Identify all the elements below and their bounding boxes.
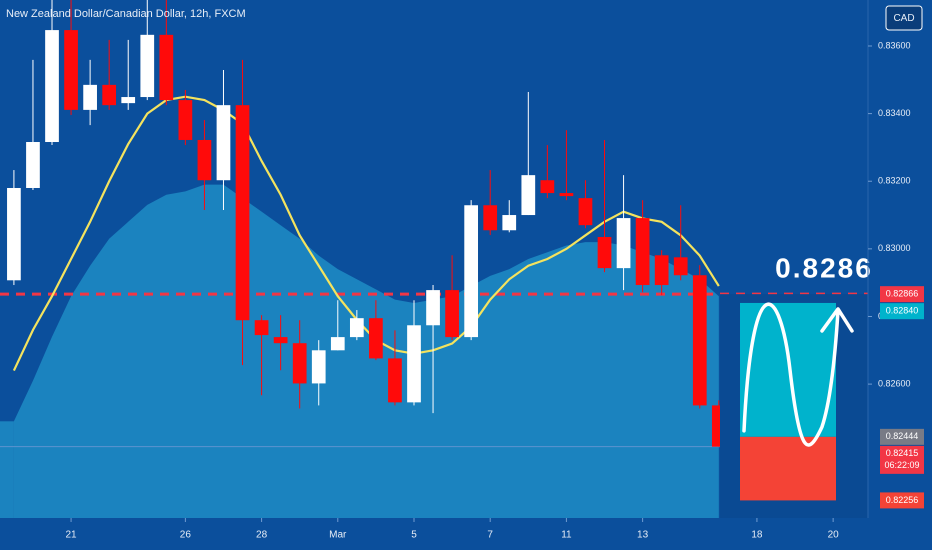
projection-layer: 0.8286 <box>720 253 873 518</box>
candle-body <box>616 218 631 269</box>
candle-body <box>578 198 593 226</box>
x-tick-label: 5 <box>411 530 417 541</box>
candle-body <box>559 193 574 197</box>
candle-body <box>654 255 669 286</box>
candle-body <box>597 237 612 269</box>
projection-arrow <box>820 307 854 333</box>
candle-body <box>673 257 688 276</box>
x-tick-label: 13 <box>637 530 649 541</box>
candle-body <box>483 205 498 231</box>
candle-body <box>254 320 269 336</box>
x-tick-label: 21 <box>66 530 78 541</box>
indicator-area <box>13 184 719 518</box>
currency-box[interactable] <box>885 5 923 31</box>
projection-curve <box>742 302 840 447</box>
candles-layer <box>7 0 726 447</box>
candle-body <box>235 105 250 321</box>
x-tick-label: 11 <box>561 530 572 541</box>
price-label-box <box>880 428 924 445</box>
candle-body <box>349 318 364 338</box>
y-tick-label: 0.83600 <box>878 40 911 50</box>
price-label-box <box>880 286 924 303</box>
candle-body <box>197 139 212 181</box>
x-tick-label: 18 <box>751 530 763 541</box>
x-tick-label: 28 <box>256 530 268 541</box>
price-label: 0.82840 <box>886 306 919 316</box>
area-layer <box>0 184 719 518</box>
currency-label[interactable]: CAD <box>893 13 914 24</box>
candle-body <box>216 105 231 181</box>
candle-body <box>26 142 40 188</box>
candle-body <box>369 318 383 359</box>
area-left-fill <box>0 421 14 518</box>
candle-body <box>64 30 78 110</box>
candle-body <box>178 100 193 140</box>
x-tick-label: 20 <box>828 530 840 541</box>
projection-stop <box>740 436 836 501</box>
price-label: 0.82415 <box>886 448 919 458</box>
price-label-box <box>880 303 924 320</box>
candle-body <box>311 350 326 384</box>
candle-body <box>140 34 155 98</box>
candle-body <box>521 175 536 216</box>
candle-body <box>692 275 707 406</box>
candle-body <box>635 218 650 286</box>
candle-body <box>292 343 307 384</box>
y-tick-label: 0.83200 <box>878 176 911 186</box>
x-tick-label: Mar <box>329 530 347 541</box>
candle-body <box>102 84 117 106</box>
price-countdown: 06:22:09 <box>884 460 919 470</box>
price-label: 0.82256 <box>886 495 919 505</box>
candle-body <box>83 84 97 110</box>
candle-body <box>445 290 459 338</box>
candle-body <box>7 187 21 281</box>
candle-body <box>407 325 421 403</box>
candle-body <box>121 97 136 104</box>
price-label: 0.82866 <box>886 289 919 299</box>
x-tick-label: 26 <box>180 530 192 541</box>
x-tick-label: 7 <box>487 530 493 541</box>
y-tick-label: 0.83000 <box>878 243 911 253</box>
projection-target <box>740 302 836 437</box>
candle-body <box>45 30 59 143</box>
candle-body <box>426 290 440 326</box>
annotation: 0.8286 <box>775 253 873 284</box>
candle-body <box>464 205 479 338</box>
axis-layer: 0.836000.834000.832000.830000.828000.826… <box>66 40 924 541</box>
candle-body <box>159 34 174 101</box>
price-label-box <box>880 492 924 509</box>
candle-body <box>388 358 402 403</box>
price-label-box <box>880 445 924 474</box>
candle-body <box>502 215 517 231</box>
candle-body <box>540 180 555 194</box>
candle-body <box>330 337 345 351</box>
y-tick-label: 0.83400 <box>878 108 911 118</box>
y-tick-label: 0.82600 <box>878 378 911 388</box>
price-label: 0.82444 <box>886 431 919 441</box>
candle-body <box>273 337 288 344</box>
chart-title: New Zealand Dollar/Canadian Dollar, 12h,… <box>6 8 246 20</box>
moving-average <box>12 95 720 372</box>
